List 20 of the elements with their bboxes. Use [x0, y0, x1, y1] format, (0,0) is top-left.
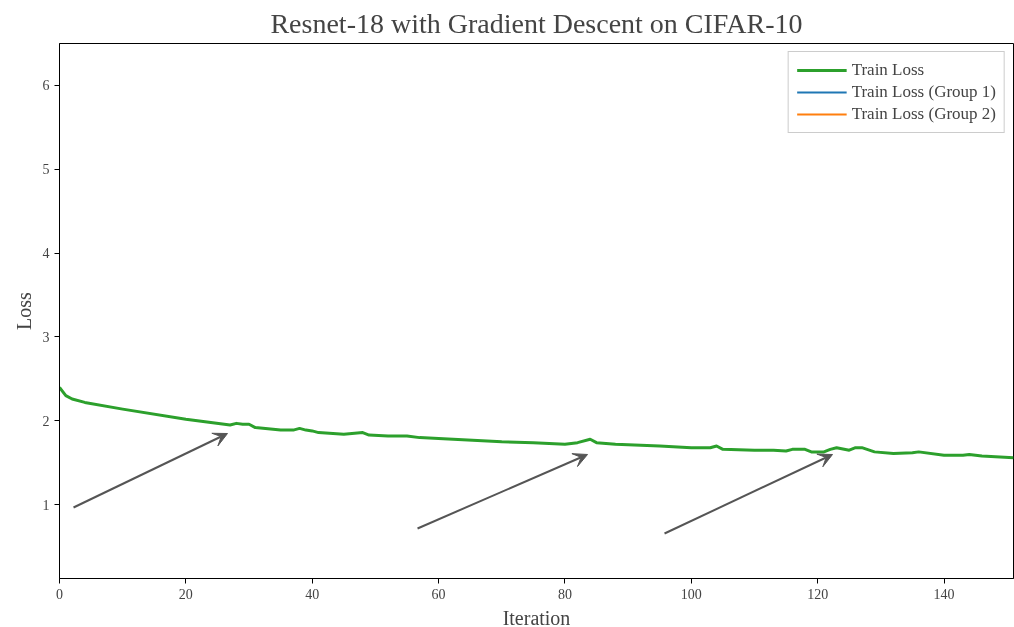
- x-tick-label: 80: [557, 586, 572, 602]
- x-tick-label: 0: [56, 586, 63, 602]
- x-tick-label: 120: [807, 586, 829, 602]
- chart-title: Resnet-18 with Gradient Descent on CIFAR-10: [270, 7, 803, 39]
- x-tick-label: 40: [305, 586, 320, 602]
- y-tick-label: 3: [42, 330, 50, 345]
- x-tick-label: 60: [431, 586, 446, 602]
- y-tick-label: 5: [42, 162, 50, 178]
- y-axis-title: Loss: [12, 291, 35, 330]
- y-tick-label: 4: [42, 246, 50, 262]
- y-tick-label: 6: [42, 78, 50, 94]
- y-tick-label: 2: [42, 413, 50, 429]
- x-axis-title: Iteration: [502, 606, 571, 627]
- legend-label: Train Loss: [851, 60, 925, 80]
- x-tick-label: 140: [933, 586, 955, 602]
- legend-label: Train Loss (Group 1): [851, 82, 996, 102]
- x-tick-label: 20: [178, 586, 193, 602]
- y-tick-label: 1: [42, 497, 50, 513]
- legend-label: Train Loss (Group 2): [851, 104, 996, 124]
- x-tick-label: 100: [680, 586, 702, 602]
